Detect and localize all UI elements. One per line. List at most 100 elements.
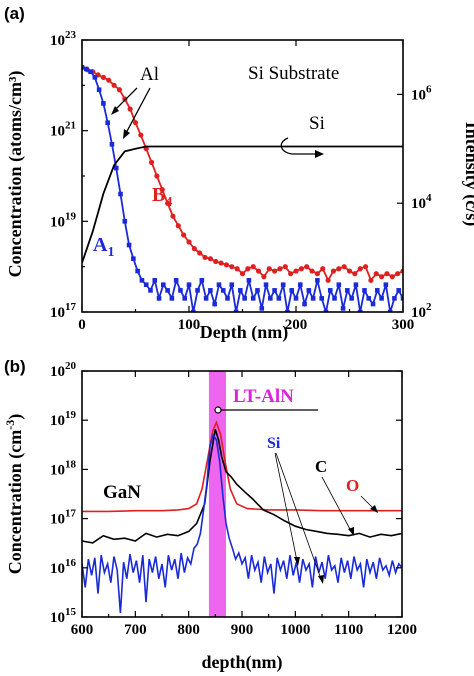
panel-a-plot-frame xyxy=(81,39,404,313)
point-a1 xyxy=(101,101,106,106)
point-b4 xyxy=(111,82,117,88)
point-a1 xyxy=(268,296,273,301)
point-b4 xyxy=(368,277,374,283)
point-a1 xyxy=(306,288,312,293)
point-b4 xyxy=(122,96,128,102)
a-ytick-label: 1021 xyxy=(50,120,76,140)
point-b4 xyxy=(298,266,304,272)
point-a1 xyxy=(383,282,389,288)
b-ytick-label: 1015 xyxy=(50,606,77,626)
point-b4 xyxy=(245,266,251,272)
point-b4 xyxy=(304,264,310,270)
a-xtick-label: 200 xyxy=(285,317,308,333)
b-ytick-label: 1018 xyxy=(50,458,77,478)
point-a1 xyxy=(379,296,384,301)
point-b4 xyxy=(282,264,288,270)
o-pointer xyxy=(360,495,375,510)
point-a1 xyxy=(345,288,350,293)
b-xtick-label: 1200 xyxy=(387,622,417,638)
point-a1 xyxy=(208,288,213,293)
point-b4 xyxy=(132,120,139,126)
point-b4 xyxy=(165,200,171,206)
point-b4 xyxy=(154,173,160,179)
al-arrowhead-1 xyxy=(111,106,119,115)
point-a1 xyxy=(246,278,252,283)
lt-aln-marker xyxy=(214,406,222,414)
label-si-b: Si xyxy=(267,435,281,452)
point-b4 xyxy=(175,223,181,229)
point-b4 xyxy=(181,232,187,238)
point-a1 xyxy=(182,296,188,301)
point-a1 xyxy=(255,288,260,293)
si-pointer-1 xyxy=(274,452,298,562)
b-xtick-label: 600 xyxy=(71,622,94,638)
point-b4 xyxy=(186,239,192,245)
point-a1 xyxy=(315,278,320,283)
series-si xyxy=(82,145,403,264)
point-a1 xyxy=(109,142,115,147)
si-pointer-2 xyxy=(275,452,322,580)
series-b-c xyxy=(82,429,402,544)
point-a1 xyxy=(272,288,277,293)
point-a1 xyxy=(336,282,342,288)
b-xtick-label: 1000 xyxy=(280,622,310,638)
point-a1 xyxy=(199,278,205,283)
point-b4 xyxy=(138,132,144,138)
series-line-a1 xyxy=(82,66,403,312)
point-b4 xyxy=(314,271,320,277)
point-b4 xyxy=(148,159,155,165)
label-a1: A1 xyxy=(93,234,114,260)
b-xtick-label: 700 xyxy=(124,622,147,638)
point-a1 xyxy=(203,296,209,301)
point-a1 xyxy=(190,309,196,312)
point-a1 xyxy=(289,288,295,293)
point-b4 xyxy=(207,256,213,262)
point-b4 xyxy=(272,268,278,274)
point-b4 xyxy=(379,274,385,280)
point-b4 xyxy=(346,268,353,274)
point-a1 xyxy=(220,288,226,293)
point-a1 xyxy=(225,296,230,301)
point-a1 xyxy=(293,296,299,301)
si-arrow xyxy=(280,137,320,155)
b-ytick-label: 1017 xyxy=(50,508,77,528)
point-b4 xyxy=(234,266,240,272)
point-b4 xyxy=(373,271,379,277)
point-b4 xyxy=(325,277,331,283)
point-b4 xyxy=(250,264,256,270)
point-b4 xyxy=(357,266,363,272)
point-a1 xyxy=(83,66,89,72)
point-a1 xyxy=(152,278,158,283)
point-a1 xyxy=(88,69,93,74)
point-a1 xyxy=(126,242,132,248)
point-a1 xyxy=(280,282,286,288)
point-b4 xyxy=(336,266,342,272)
panel-b-ticks: 600 700 800 900 1000 1100 1200 1015 1016 1017 1018… xyxy=(50,360,417,638)
a-ytick-label: 1017 xyxy=(50,301,77,321)
a-ytick-right-label: 102 xyxy=(411,301,432,321)
point-a1 xyxy=(276,296,282,301)
point-a1 xyxy=(195,288,200,293)
point-a1 xyxy=(233,309,239,312)
c-pointer-head xyxy=(348,527,354,536)
series-b-o xyxy=(82,420,402,513)
point-a1 xyxy=(259,306,265,311)
annotation-al: Al xyxy=(140,64,159,85)
point-a1 xyxy=(216,282,222,288)
point-a1 xyxy=(139,278,145,283)
point-a1 xyxy=(392,296,397,301)
si-pointer-head-2 xyxy=(318,575,324,584)
point-a1 xyxy=(353,282,359,288)
point-b4 xyxy=(218,260,224,266)
point-a1 xyxy=(96,87,102,93)
point-a1 xyxy=(165,288,170,293)
point-a1 xyxy=(173,278,179,283)
point-a1 xyxy=(332,296,337,301)
a-ytick-right-label: 106 xyxy=(411,83,432,103)
point-b4 xyxy=(229,264,235,270)
point-a1 xyxy=(122,219,128,224)
point-b4 xyxy=(277,266,283,272)
b-xtick-label: 1100 xyxy=(334,622,363,638)
point-a1 xyxy=(362,288,367,293)
series-a1 xyxy=(82,64,403,312)
